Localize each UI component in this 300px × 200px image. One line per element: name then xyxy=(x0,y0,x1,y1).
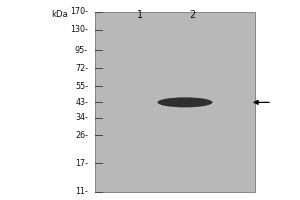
Text: 34-: 34- xyxy=(75,113,88,122)
Text: 130-: 130- xyxy=(70,25,88,34)
Text: 95-: 95- xyxy=(75,46,88,55)
Bar xyxy=(95,12,255,192)
Text: 170-: 170- xyxy=(70,7,88,16)
Text: 17-: 17- xyxy=(75,159,88,168)
Text: 55-: 55- xyxy=(75,82,88,91)
Ellipse shape xyxy=(158,97,212,107)
Text: 11-: 11- xyxy=(75,187,88,196)
Text: 72-: 72- xyxy=(75,64,88,73)
Text: 1: 1 xyxy=(137,10,143,20)
Text: 43-: 43- xyxy=(75,98,88,107)
Text: kDa: kDa xyxy=(52,10,68,19)
Text: 26-: 26- xyxy=(75,131,88,140)
Text: 2: 2 xyxy=(189,10,195,20)
